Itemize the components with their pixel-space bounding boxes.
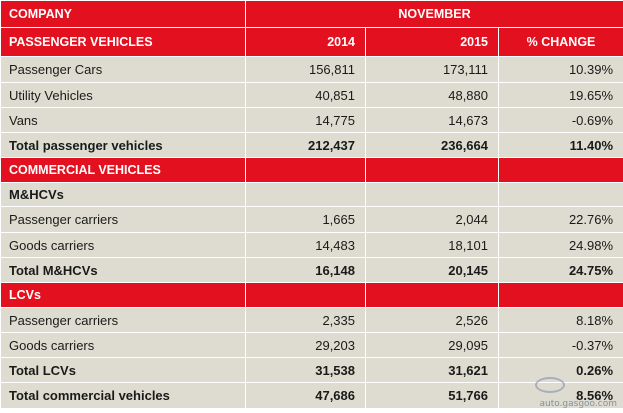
row-label: Passenger Cars xyxy=(0,56,246,83)
table-row: Vans 14,775 14,673 -0.69% xyxy=(0,107,623,133)
total-row: Total LCVs 31,538 31,621 0.26% xyxy=(0,357,623,383)
value-2014: 14,483 xyxy=(245,232,366,258)
value-2015: 2,044 xyxy=(365,206,499,233)
value-2014: 47,686 xyxy=(245,382,366,409)
value-2014: 14,775 xyxy=(245,107,366,133)
value-2014: 16,148 xyxy=(245,257,366,283)
commercial-section-header: COMMERCIAL VEHICLES xyxy=(0,157,623,183)
total-row: Total passenger vehicles 212,437 236,664… xyxy=(0,132,623,158)
value-change: 24.75% xyxy=(497,257,623,283)
value-2014: 40,851 xyxy=(245,82,366,108)
subsection-title: M&HCVs xyxy=(0,182,246,207)
row-label: Goods carriers xyxy=(0,332,246,358)
value-2015: 18,101 xyxy=(365,232,499,258)
value-2014: 1,665 xyxy=(245,206,366,233)
value-2014: 212,437 xyxy=(245,132,366,158)
value-2015: 236,664 xyxy=(365,132,499,158)
table-row: Passenger Cars 156,811 173,111 10.39% xyxy=(0,56,623,83)
row-label: Passenger carriers xyxy=(0,206,246,233)
table-row: Utility Vehicles 40,851 48,880 19.65% xyxy=(0,82,623,108)
table-row: Goods carriers 14,483 18,101 24.98% xyxy=(0,232,623,258)
value-change: 10.39% xyxy=(497,56,623,83)
year-2015-header: 2015 xyxy=(365,27,499,57)
month-header: NOVEMBER xyxy=(244,0,623,28)
value-change: 22.76% xyxy=(497,206,623,233)
lcv-section-header: LCVs xyxy=(0,282,623,308)
row-label: Passenger carriers xyxy=(0,307,246,333)
table-row: Goods carriers 29,203 29,095 -0.37% xyxy=(0,332,623,358)
value-2014: 29,203 xyxy=(245,332,366,358)
value-change: -0.69% xyxy=(497,107,623,133)
row-label: Goods carriers xyxy=(0,232,246,258)
company-header: COMPANY xyxy=(0,0,246,28)
value-2014: 156,811 xyxy=(245,56,366,83)
value-change: 24.98% xyxy=(497,232,623,258)
value-2015: 48,880 xyxy=(365,82,499,108)
value-2015: 20,145 xyxy=(365,257,499,283)
value-2014: 2,335 xyxy=(245,307,366,333)
watermark-logo-icon xyxy=(535,377,565,393)
row-label: Utility Vehicles xyxy=(0,82,246,108)
section-title: LCVs xyxy=(0,282,246,308)
year-2014-header: 2014 xyxy=(245,27,366,57)
value-change: 8.18% xyxy=(497,307,623,333)
passenger-section-header: PASSENGER VEHICLES 2014 2015 % CHANGE xyxy=(0,27,623,57)
value-change: -0.37% xyxy=(497,332,623,358)
row-label: Total passenger vehicles xyxy=(0,132,246,158)
value-2015: 2,526 xyxy=(365,307,499,333)
table-row: Passenger carriers 2,335 2,526 8.18% xyxy=(0,307,623,333)
value-2015: 173,111 xyxy=(365,56,499,83)
value-change: 11.40% xyxy=(497,132,623,158)
value-change: 19.65% xyxy=(497,82,623,108)
value-2015: 31,621 xyxy=(365,357,499,383)
value-2015: 51,766 xyxy=(365,382,499,409)
value-2015: 29,095 xyxy=(365,332,499,358)
value-2015: 14,673 xyxy=(365,107,499,133)
table-row: Passenger carriers 1,665 2,044 22.76% xyxy=(0,206,623,233)
row-label: Vans xyxy=(0,107,246,133)
row-label: Total LCVs xyxy=(0,357,246,383)
company-header-row: COMPANY NOVEMBER xyxy=(0,0,623,28)
row-label: Total M&HCVs xyxy=(0,257,246,283)
change-header: % CHANGE xyxy=(497,27,623,57)
value-2014: 31,538 xyxy=(245,357,366,383)
section-title: COMMERCIAL VEHICLES xyxy=(0,157,246,183)
section-title: PASSENGER VEHICLES xyxy=(0,27,246,57)
grand-total-row: Total commercial vehicles 47,686 51,766 … xyxy=(0,382,623,409)
total-row: Total M&HCVs 16,148 20,145 24.75% xyxy=(0,257,623,283)
subsection-header: M&HCVs xyxy=(0,182,623,207)
row-label: Total commercial vehicles xyxy=(0,382,246,409)
watermark-text: auto.gasgoo.com xyxy=(539,399,617,409)
